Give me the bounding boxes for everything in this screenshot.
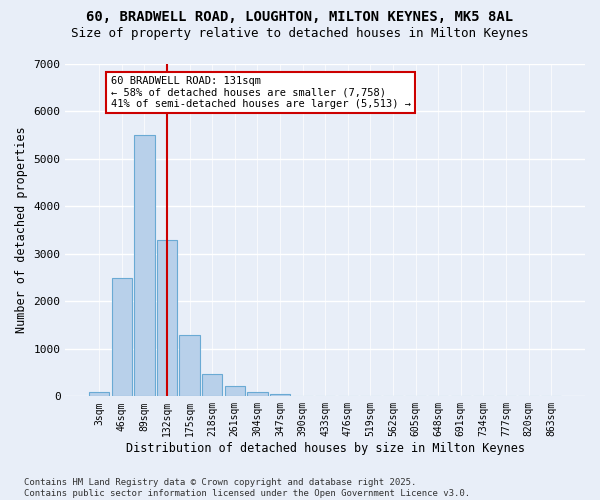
Bar	[179, 334, 200, 396]
Text: Contains HM Land Registry data © Crown copyright and database right 2025.
Contai: Contains HM Land Registry data © Crown c…	[24, 478, 470, 498]
Text: 60 BRADWELL ROAD: 131sqm
← 58% of detached houses are smaller (7,758)
41% of sem: 60 BRADWELL ROAD: 131sqm ← 58% of detach…	[110, 76, 410, 109]
Bar	[157, 240, 177, 396]
Y-axis label: Number of detached properties: Number of detached properties	[15, 127, 28, 334]
Text: 60, BRADWELL ROAD, LOUGHTON, MILTON KEYNES, MK5 8AL: 60, BRADWELL ROAD, LOUGHTON, MILTON KEYN…	[86, 10, 514, 24]
Bar	[247, 392, 268, 396]
Bar	[89, 392, 109, 396]
Bar	[270, 394, 290, 396]
Bar	[112, 278, 132, 396]
Bar	[134, 135, 155, 396]
Bar	[224, 386, 245, 396]
Bar	[202, 374, 223, 396]
X-axis label: Distribution of detached houses by size in Milton Keynes: Distribution of detached houses by size …	[126, 442, 525, 455]
Text: Size of property relative to detached houses in Milton Keynes: Size of property relative to detached ho…	[71, 28, 529, 40]
